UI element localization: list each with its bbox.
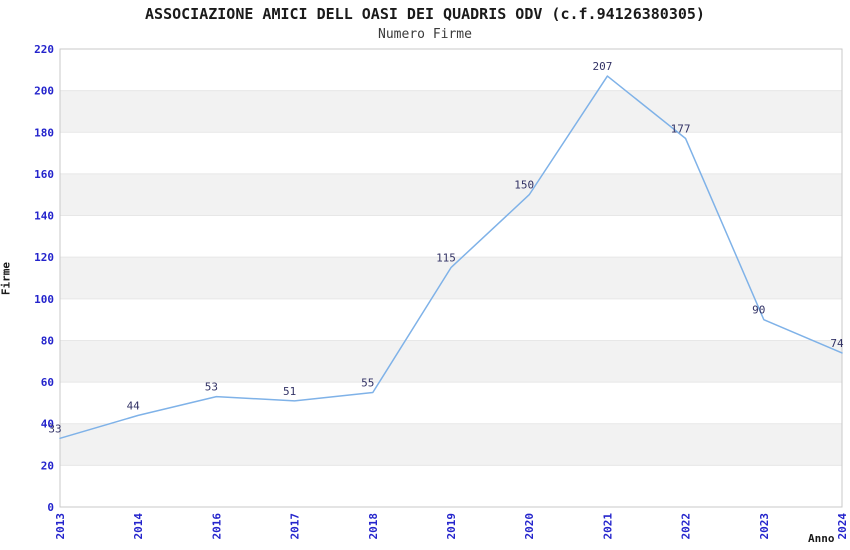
data-point-label: 90 — [752, 304, 765, 317]
x-tick-label: 2014 — [132, 513, 145, 540]
data-point-label: 44 — [127, 399, 141, 412]
y-tick-label: 40 — [41, 418, 54, 431]
x-tick-label: 2024 — [836, 513, 849, 540]
grid-band — [60, 257, 842, 299]
grid-band — [60, 173, 842, 216]
x-tick-label: 2020 — [523, 513, 536, 540]
grid-band — [60, 90, 842, 133]
data-point-label: 55 — [361, 377, 374, 390]
data-point-label: 51 — [283, 385, 296, 398]
y-tick-label: 200 — [34, 85, 54, 98]
y-tick-label: 100 — [34, 293, 54, 306]
y-tick-label: 80 — [41, 334, 54, 347]
x-tick-label: 2022 — [680, 513, 693, 540]
x-tick-label: 2016 — [210, 513, 223, 540]
chart-subtitle: Numero Firme — [378, 27, 472, 42]
y-tick-label: 180 — [34, 126, 54, 139]
y-tick-label: 140 — [34, 210, 54, 223]
y-tick-label: 20 — [41, 459, 54, 472]
grid-band — [60, 423, 842, 466]
data-point-label: 177 — [671, 123, 691, 136]
x-axis-label: Anno — [808, 532, 835, 545]
data-point-label: 74 — [830, 337, 844, 350]
y-tick-label: 0 — [47, 501, 54, 514]
data-point-label: 115 — [436, 252, 456, 265]
y-tick-label: 220 — [34, 43, 54, 56]
x-tick-label: 2017 — [289, 513, 302, 540]
data-point-label: 207 — [592, 60, 612, 73]
chart-title: ASSOCIAZIONE AMICI DELL OASI DEI QUADRIS… — [145, 5, 705, 23]
grid-band — [60, 340, 842, 383]
x-tick-label: 2013 — [54, 513, 67, 540]
y-tick-label: 120 — [34, 251, 54, 264]
data-point-label: 33 — [48, 422, 61, 435]
plot-border — [59, 48, 843, 508]
y-tick-label: 160 — [34, 168, 54, 181]
data-line — [59, 75, 843, 440]
x-tick-label: 2019 — [445, 513, 458, 540]
x-tick-label: 2023 — [758, 513, 771, 540]
data-point-label: 53 — [205, 381, 218, 394]
x-tick-label: 2018 — [367, 513, 380, 540]
data-point-label: 150 — [514, 179, 534, 192]
x-tick-label: 2021 — [601, 513, 614, 540]
y-tick-label: 60 — [41, 376, 54, 389]
